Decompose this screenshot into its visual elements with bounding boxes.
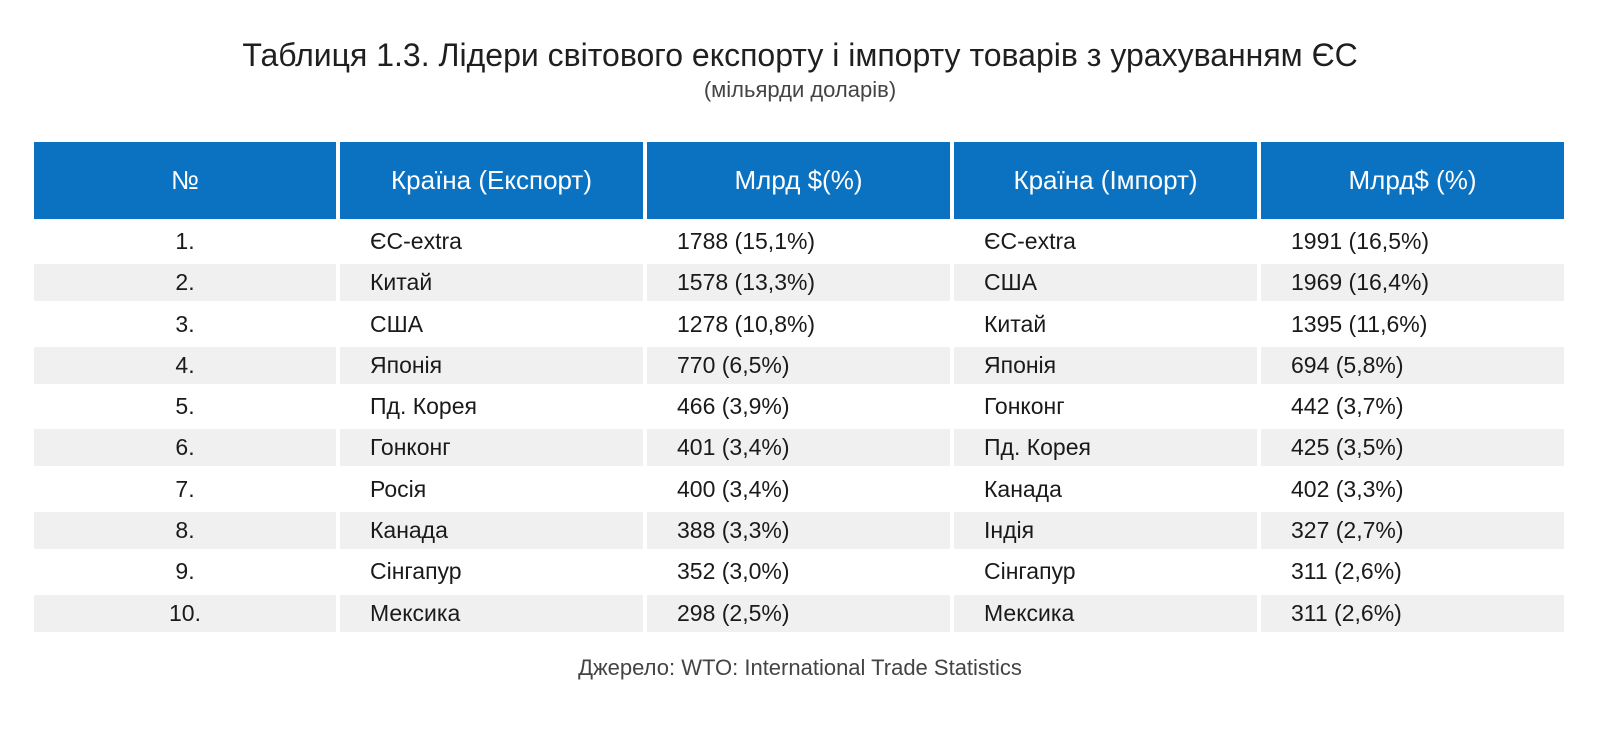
table-row: 2. Китай 1578 (13,3%) США 1969 (16,4%) (34, 262, 1568, 303)
import-value-cell: 1395 (11,6%) (1291, 310, 1428, 337)
header-number: № (34, 142, 336, 219)
import-value-cell: 1969 (16,4%) (1261, 264, 1564, 302)
export-country-cell: ЄС-extra (370, 228, 462, 254)
import-country-cell: ЄС-extra (984, 228, 1076, 254)
export-value-cell: 388 (3,3%) (647, 512, 950, 550)
header-export-value: Млрд $(%) (647, 142, 950, 219)
import-country-cell: Японія (954, 346, 1257, 384)
page-subtitle: (мільярди доларів) (703, 77, 897, 102)
row-number-cell: 1. (175, 228, 195, 254)
export-value-cell: 1278 (10,8%) (677, 310, 816, 337)
table-header-row: № Країна (Експорт) Млрд $(%) Країна (Імп… (34, 142, 1568, 219)
export-value-cell: 298 (2,5%) (647, 594, 950, 632)
table-row: 8. Канада 388 (3,3%) Індія 327 (2,7%) (34, 510, 1568, 551)
source-note: Джерело: WTO: International Trade Statis… (578, 655, 1022, 680)
import-value-cell: 694 (5,8%) (1261, 346, 1564, 384)
import-country-cell: Сінгапур (984, 558, 1076, 585)
table-body: 1. ЄС-extra 1788 (15,1%) ЄС-extra 1991 (16,5… (34, 221, 1568, 634)
export-country-cell: Японія (340, 346, 643, 384)
export-country-cell: Росія (370, 475, 427, 502)
table-row: 7. Росія 400 (3,4%) Канада 402 (3,3%) (34, 469, 1568, 510)
import-country-cell: США (954, 264, 1257, 302)
row-number-cell: 4. (34, 346, 336, 384)
row-number-cell: 2. (34, 264, 336, 302)
table-row: 9. Сінгапур 352 (3,0%) Сінгапур 311 (2,6%) (34, 551, 1568, 592)
table-row: 5. Пд. Корея 466 (3,9%) Гонконг 442 (3,7%) (34, 386, 1568, 427)
row-number-cell: 3. (175, 310, 195, 337)
export-country-cell: Пд. Корея (370, 393, 477, 420)
header-import-country: Країна (Імпорт) (954, 142, 1257, 219)
import-country-cell: Канада (984, 475, 1062, 502)
export-country-cell: Мексика (340, 594, 643, 632)
export-value-cell: 1578 (13,3%) (647, 264, 950, 302)
row-number-cell: 5. (175, 393, 195, 420)
leaders-table: № Країна (Експорт) Млрд $(%) Країна (Імп… (34, 142, 1568, 634)
row-number-cell: 8. (34, 512, 336, 550)
export-value-cell: 352 (3,0%) (677, 558, 790, 585)
import-value-cell: 311 (2,6%) (1291, 558, 1402, 585)
export-value-cell: 770 (6,5%) (647, 346, 950, 384)
import-value-cell: 442 (3,7%) (1291, 393, 1404, 420)
export-value-cell: 401 (3,4%) (647, 429, 950, 467)
header-import-value: Млрд$ (%) (1261, 142, 1564, 219)
import-country-cell: Гонконг (984, 393, 1065, 420)
import-value-cell: 402 (3,3%) (1291, 475, 1404, 502)
table-row: 10. Мексика 298 (2,5%) Мексика 311 (2,6%) (34, 593, 1568, 634)
table-row: 1. ЄС-extra 1788 (15,1%) ЄС-extra 1991 (16,5… (34, 221, 1568, 262)
import-country-cell: Пд. Корея (954, 429, 1257, 467)
row-number-cell: 6. (34, 429, 336, 467)
export-country-cell: Сінгапур (370, 558, 462, 585)
import-value-cell: 311 (2,6%) (1261, 594, 1564, 632)
export-country-cell: Китай (340, 264, 643, 302)
table-row: 3. США 1278 (10,8%) Китай 1395 (11,6%) (34, 304, 1568, 345)
table-row: 6. Гонконг 401 (3,4%) Пд. Корея 425 (3,5%) (34, 427, 1568, 468)
export-country-cell: Канада (340, 512, 643, 550)
row-number-cell: 7. (175, 475, 195, 502)
import-country-cell: Китай (984, 310, 1047, 337)
row-number-cell: 9. (175, 558, 195, 585)
import-country-cell: Мексика (954, 594, 1257, 632)
import-country-cell: Індія (954, 512, 1257, 550)
import-value-cell: 327 (2,7%) (1261, 512, 1564, 550)
import-value-cell: 425 (3,5%) (1261, 429, 1564, 467)
row-number-cell: 10. (34, 594, 336, 632)
page-title: Таблиця 1.3. Лідери світового експорту і… (242, 37, 1358, 73)
import-value-cell: 1991 (16,5%) (1291, 228, 1430, 254)
header-export-country: Країна (Експорт) (340, 142, 643, 219)
table-row: 4. Японія 770 (6,5%) Японія 694 (5,8%) (34, 345, 1568, 386)
export-country-cell: США (370, 310, 424, 337)
export-value-cell: 1788 (15,1%) (677, 228, 816, 254)
export-country-cell: Гонконг (340, 429, 643, 467)
export-value-cell: 400 (3,4%) (677, 475, 790, 502)
export-value-cell: 466 (3,9%) (677, 393, 790, 420)
